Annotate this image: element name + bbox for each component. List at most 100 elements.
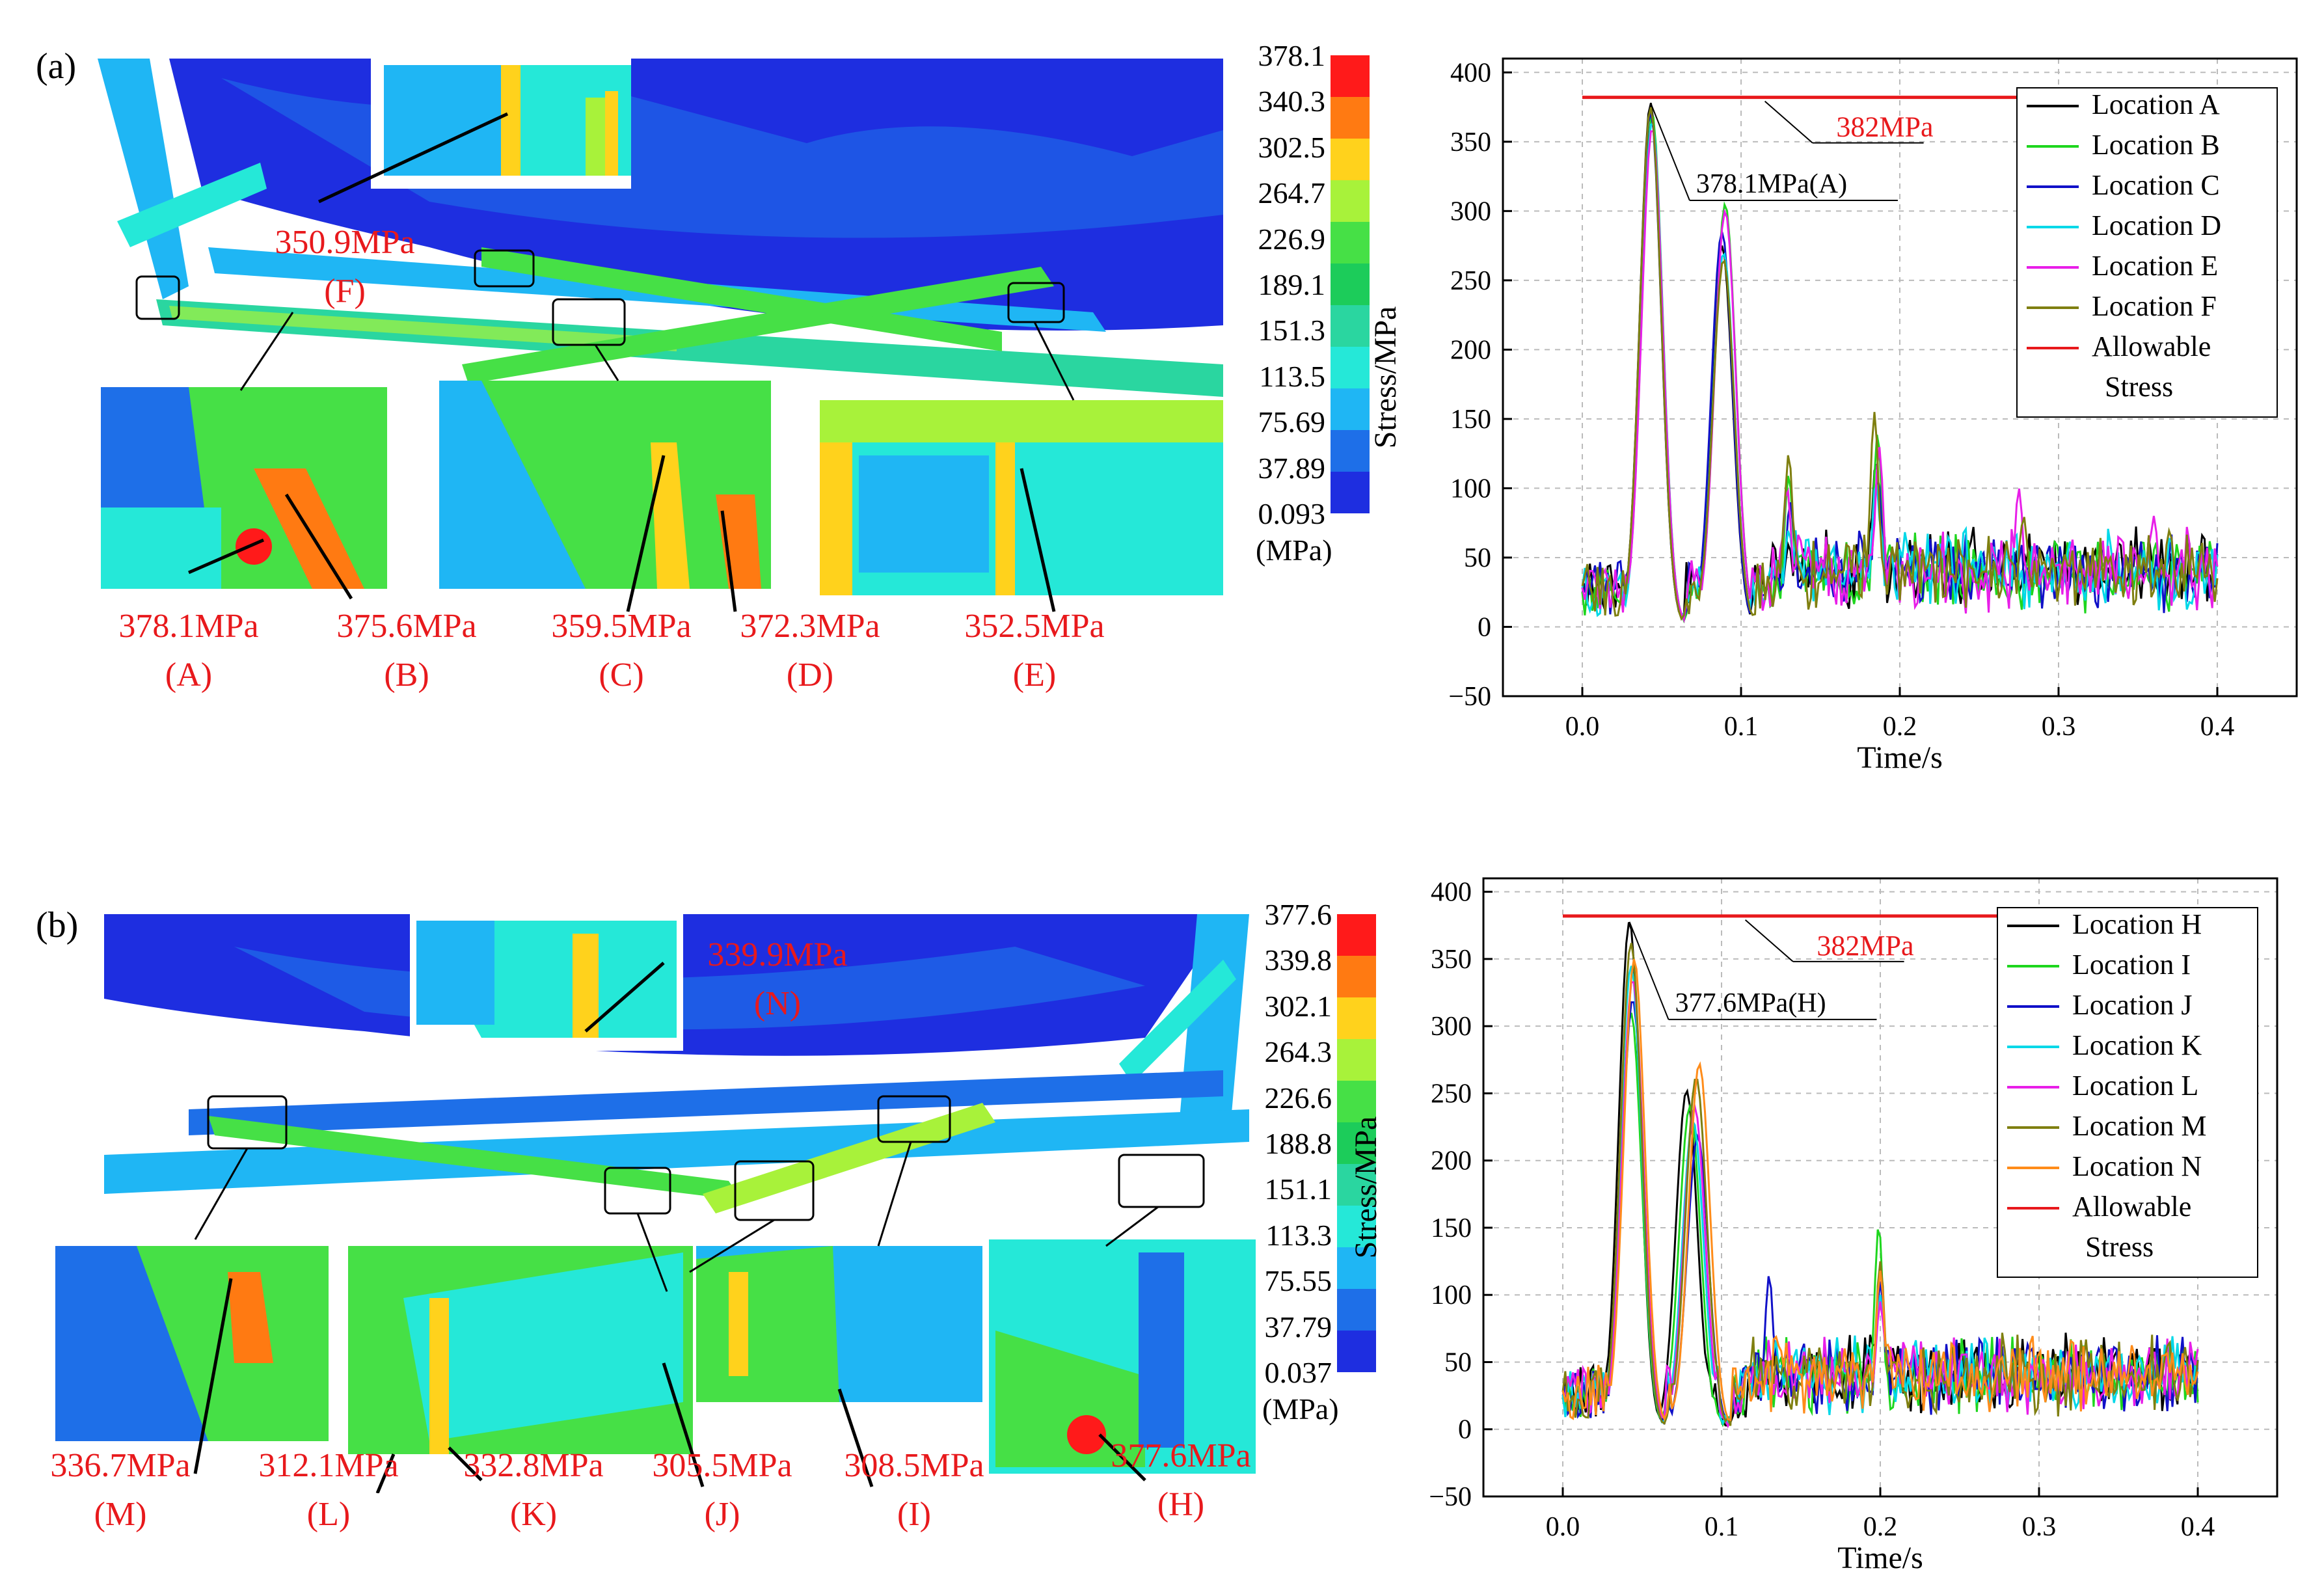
- cross-brace: [481, 247, 1002, 351]
- legend-entry: Location L: [2072, 1070, 2198, 1102]
- inset-top: [371, 59, 631, 189]
- colorbar-tick-label: 377.6: [1264, 898, 1332, 931]
- annotation-leader: [1649, 102, 1690, 201]
- series-line-location-d: [1581, 123, 2219, 617]
- legend-entry: Location K: [2072, 1029, 2202, 1061]
- legend-entry: Location D: [2092, 210, 2221, 241]
- annotation-leader: [1629, 921, 1669, 1020]
- inset-top: [410, 914, 683, 1051]
- colorbar-tick-label: 339.8: [1264, 943, 1332, 977]
- colorbar-tick-label: 75.55: [1264, 1264, 1332, 1298]
- colorbar-swatch: [1331, 97, 1370, 139]
- y-tick-label: 100: [1450, 474, 1491, 504]
- colorbar-swatch: [1331, 472, 1370, 513]
- x-tick-label: 0.4: [2181, 1512, 2215, 1542]
- callout-d: 372.3MPa (D): [740, 608, 880, 694]
- inset-l-k-j: [348, 1246, 693, 1454]
- y-tick-label: 50: [1464, 543, 1491, 573]
- fea-contour-image-a: [98, 59, 1223, 612]
- y-tick-label: 350: [1431, 945, 1472, 975]
- y-tick-label: 150: [1450, 405, 1491, 435]
- colorbar-swatch: [1331, 305, 1370, 347]
- colorbar-b: 377.6 339.8 302.1 264.3 226.6 188.8 151.1 113.3…: [1243, 898, 1386, 1435]
- legend-entry: Location F: [2092, 290, 2217, 322]
- y-tick-label: 150: [1431, 1213, 1472, 1243]
- callout-m: 336.7MPa (M): [50, 1447, 191, 1534]
- left-frame: [98, 59, 189, 299]
- legend-entry: Stress: [2085, 1231, 2154, 1263]
- colorbar-swatch: [1337, 1206, 1376, 1247]
- legend-entry: Location M: [2072, 1110, 2207, 1142]
- y-tick-label: 0: [1458, 1415, 1472, 1445]
- colorbar-tick-label: 226.9: [1258, 222, 1326, 256]
- y-tick-label: 400: [1450, 58, 1491, 88]
- colorbar-swatch: [1337, 914, 1376, 956]
- y-tick-label: 200: [1431, 1146, 1472, 1176]
- x-axis-label: Time/s: [1857, 740, 1943, 775]
- legend-entry: Location J: [2072, 989, 2193, 1021]
- callout-l: 312.1MPa (L): [258, 1447, 399, 1534]
- peak-annotation: 377.6MPa(H): [1675, 988, 1826, 1018]
- colorbar-tick-label: 264.7: [1258, 176, 1326, 210]
- colorbar-swatch: [1337, 956, 1376, 997]
- legend-box: [1997, 907, 2258, 1278]
- y-tick-label: −50: [1448, 682, 1491, 712]
- y-tick-label: −50: [1429, 1482, 1472, 1512]
- colorbar-swatch: [1331, 388, 1370, 430]
- panel-b: (b): [0, 846, 2311, 1596]
- allowable-label-leader: [1764, 100, 1813, 144]
- colorbar-tick-label: 0.037: [1264, 1356, 1332, 1389]
- callout-i: 308.5MPa (I): [844, 1447, 984, 1534]
- allowable-label-leader: [1744, 919, 1794, 962]
- colorbar-swatch: [1331, 430, 1370, 472]
- colorbar-tick-label: 113.3: [1265, 1218, 1332, 1252]
- y-tick-label: 350: [1450, 128, 1491, 157]
- cross-brace: [208, 1116, 742, 1200]
- callout-j: 305.5MPa (J): [652, 1447, 792, 1534]
- y-tick-label: 50: [1444, 1347, 1472, 1377]
- series-line-location-e: [1581, 130, 2219, 623]
- callout-k: 332.8MPa (K): [463, 1447, 604, 1534]
- colorbar-tick-label: 302.5: [1258, 130, 1326, 164]
- legend-entry: Location I: [2072, 949, 2191, 981]
- allowable-label: 382MPa: [1817, 930, 1913, 962]
- stress-time-chart-a: 0.0 0.1 0.2 0.3 0.4 −50 0 50 100 150 200 250 300 350 4…: [1368, 57, 2298, 775]
- colorbar-swatch: [1337, 1247, 1376, 1289]
- colorbar-swatch: [1331, 55, 1370, 97]
- x-tick-label: 0.2: [1863, 1512, 1898, 1542]
- callout-f: 350.9MPa (F): [275, 224, 415, 310]
- x-tick-label: 0.0: [1546, 1512, 1580, 1542]
- inset-i: [696, 1246, 982, 1402]
- legend-box: [2016, 87, 2278, 418]
- colorbar-tick-label: 302.1: [1264, 989, 1332, 1023]
- legend-entry: Location H: [2072, 908, 2202, 940]
- legend-entry: Location E: [2092, 250, 2218, 282]
- y-tick-label: 250: [1431, 1079, 1472, 1109]
- colorbar-swatch: [1331, 347, 1370, 388]
- series-line-location-f: [1581, 107, 2219, 621]
- inset-m: [55, 1246, 329, 1441]
- callout-c: 359.5MPa (C): [551, 608, 692, 694]
- callout-b: 375.6MPa (B): [336, 608, 477, 694]
- panel-label: (a): [36, 46, 77, 87]
- colorbar-swatch: [1337, 1081, 1376, 1122]
- y-tick-label: 0: [1478, 612, 1491, 642]
- legend-entry: Location N: [2072, 1150, 2202, 1182]
- x-tick-label: 0.0: [1565, 712, 1600, 742]
- colorbar-swatch: [1331, 264, 1370, 305]
- y-tick-label: 300: [1450, 196, 1491, 226]
- colorbar-swatch: [1331, 180, 1370, 222]
- colorbar-swatch: [1337, 997, 1376, 1039]
- colorbar-tick-label: 113.5: [1259, 359, 1325, 393]
- legend-entry: Allowable: [2092, 331, 2211, 362]
- colorbar-tick-label: 189.1: [1258, 268, 1326, 301]
- x-tick-label: 0.2: [1883, 712, 1917, 742]
- allowable-label: 382MPa: [1836, 111, 1933, 143]
- inset-c-d: [439, 381, 771, 589]
- colorbar-tick-label: 226.6: [1264, 1081, 1332, 1115]
- x-tick-label: 0.4: [2200, 712, 2235, 742]
- y-tick-label: 200: [1450, 335, 1491, 365]
- colorbar-unit: (MPa): [1262, 1392, 1339, 1426]
- colorbar-a: 378.1 340.3 302.5 264.7 226.9 189.1 151.3 113.5…: [1236, 39, 1379, 576]
- colorbar-swatch: [1337, 1164, 1376, 1206]
